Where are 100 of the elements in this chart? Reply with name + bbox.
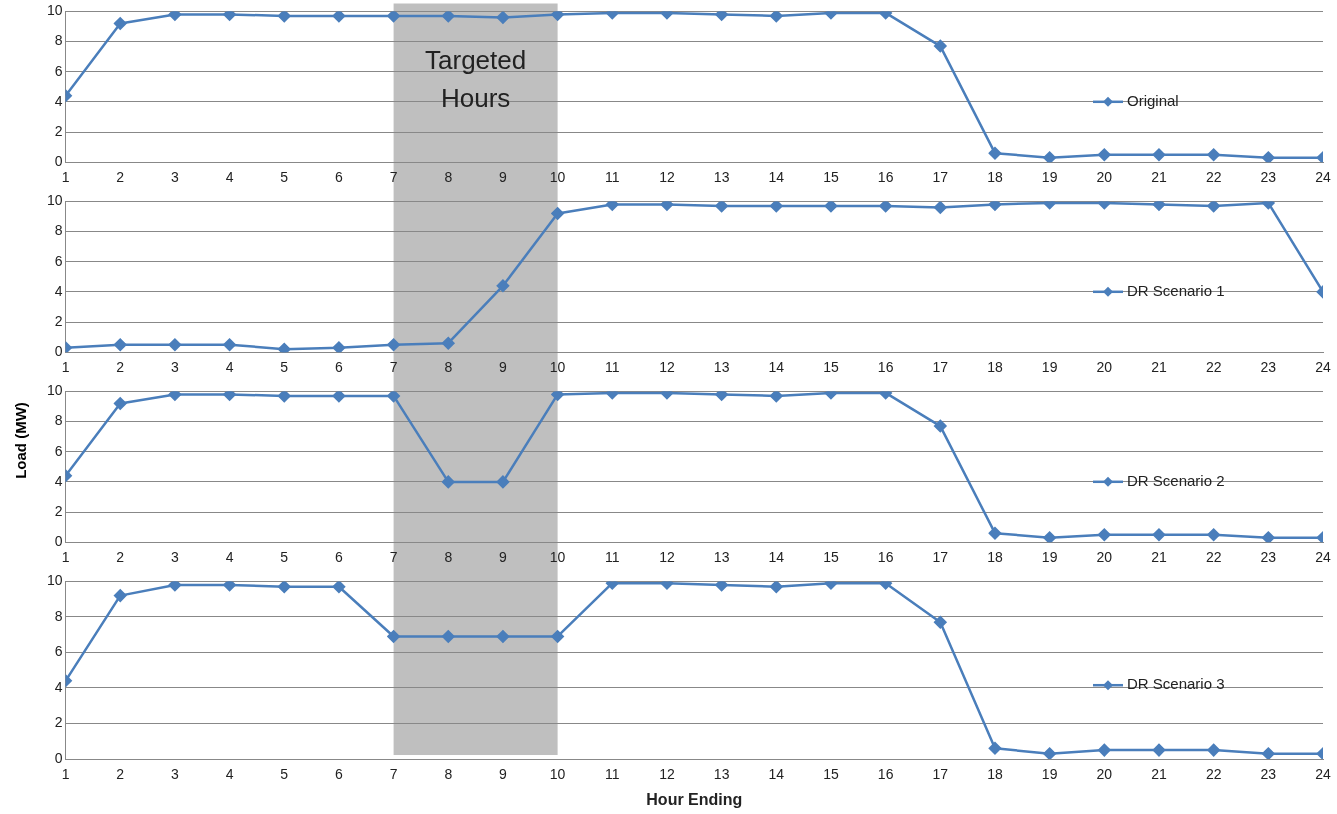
point [606, 201, 619, 211]
point [1262, 531, 1275, 543]
x-tick-label: 7 [389, 169, 398, 186]
x-tick-label: 22 [1205, 359, 1222, 376]
x-tick-label: 4 [225, 549, 234, 566]
x-tick-label: 23 [1260, 359, 1277, 376]
point [223, 11, 236, 21]
x-tick-label: 1 [61, 359, 70, 376]
x-tick-label: 8 [444, 549, 453, 566]
point [770, 201, 783, 213]
x-tick-label: 9 [499, 549, 508, 566]
point [770, 391, 783, 403]
x-tick-label: 2 [116, 169, 125, 186]
point [168, 391, 182, 401]
point [934, 39, 947, 53]
x-tick-label: 2 [116, 766, 125, 783]
x-tick-label: 11 [605, 549, 620, 566]
point [551, 207, 564, 220]
point [223, 391, 236, 401]
point [1262, 747, 1275, 759]
y-tick-label: 4 [54, 92, 63, 109]
x-tick-label: 6 [335, 549, 344, 566]
point [387, 338, 400, 351]
x-tick-label: 10 [549, 766, 566, 783]
x-tick-label: 15 [823, 549, 839, 566]
x-tick-label: 15 [823, 169, 839, 186]
point [496, 475, 510, 489]
y-tick-label: 4 [54, 678, 63, 695]
x-tick-label: 18 [987, 549, 1003, 566]
y-tick-label: 4 [54, 472, 63, 489]
x-tick-label: 17 [932, 766, 949, 783]
y-tick-label: 8 [54, 412, 63, 429]
point [1152, 148, 1166, 161]
x-tick-label: 22 [1205, 169, 1222, 186]
point [113, 397, 127, 410]
point [113, 17, 127, 30]
x-tick-label: 18 [987, 359, 1003, 376]
point [332, 581, 346, 593]
x-tick-label: 13 [713, 359, 730, 376]
x-tick-label: 14 [768, 169, 785, 186]
point [988, 146, 1002, 160]
y-tick-label: 8 [54, 607, 63, 624]
point [934, 419, 947, 433]
x-tick-label: 24 [1315, 359, 1331, 376]
x-tick-label: 7 [389, 359, 398, 376]
x-tick-label: 6 [335, 169, 344, 186]
x-tick-label: 12 [659, 766, 675, 783]
point [387, 630, 400, 643]
point [442, 336, 455, 350]
y-tick-label: 8 [54, 32, 63, 49]
point [1152, 201, 1166, 211]
x-tick-label: 9 [499, 169, 508, 186]
point [551, 630, 564, 643]
y-tick-label: 0 [54, 533, 63, 550]
x-tick-label: 17 [932, 549, 949, 566]
y-tick-label: 2 [54, 714, 63, 731]
point [1043, 531, 1056, 543]
x-tick-label: 1 [61, 766, 70, 783]
point [223, 581, 236, 592]
x-tick-label: 24 [1315, 766, 1331, 783]
x-tick-label: 2 [116, 549, 125, 566]
point [168, 581, 182, 592]
point [168, 338, 182, 351]
point [442, 630, 455, 643]
point [442, 11, 455, 23]
x-tick-label: 16 [877, 766, 894, 783]
x-tick-label: 22 [1205, 766, 1222, 783]
x-tick-label: 12 [659, 549, 675, 566]
legend-label: DR Scenario 3 [1127, 675, 1225, 693]
x-tick-label: 10 [549, 359, 566, 376]
x-tick-label: 3 [171, 359, 180, 376]
x-tick-label: 3 [171, 766, 180, 783]
point [496, 630, 510, 643]
y-tick-label: 10 [46, 572, 63, 589]
point [1098, 148, 1111, 161]
x-tick-label: 10 [549, 169, 566, 186]
point [1207, 743, 1220, 757]
x-tick-label: 9 [499, 359, 508, 376]
x-tick-label: 19 [1041, 549, 1058, 566]
point [278, 11, 291, 23]
x-tick-label: 20 [1096, 766, 1113, 783]
point [770, 581, 783, 593]
x-tick-label: 11 [605, 359, 620, 376]
y-tick-label: 10 [46, 382, 63, 399]
y-tick-label: 0 [54, 343, 63, 360]
point [168, 11, 182, 21]
point [934, 616, 947, 629]
point [715, 391, 728, 401]
point [387, 391, 400, 403]
x-tick-label: 24 [1315, 169, 1331, 186]
point [934, 201, 947, 214]
point [1098, 743, 1111, 757]
y-tick-label: 10 [46, 192, 63, 209]
x-tick-label: 1 [61, 549, 70, 566]
point [988, 526, 1002, 540]
point [1207, 148, 1220, 161]
x-tick-label: 16 [877, 549, 894, 566]
point [496, 279, 510, 293]
x-tick-label: 16 [877, 359, 894, 376]
point [715, 11, 728, 21]
